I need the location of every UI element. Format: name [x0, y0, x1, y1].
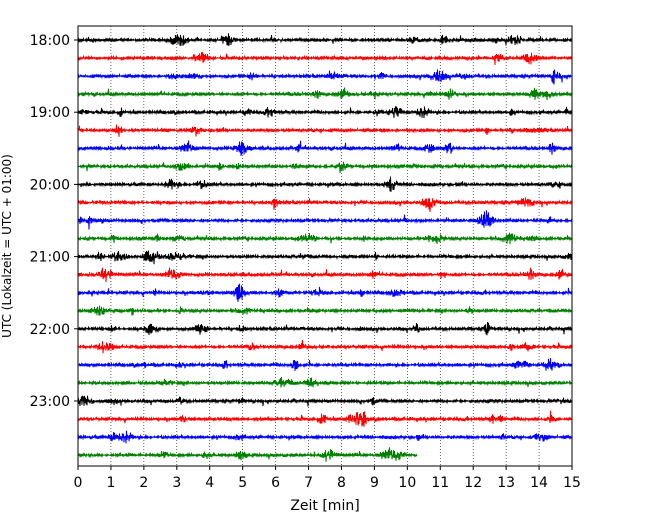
- y-tick-label: 23:00: [30, 394, 70, 410]
- x-tick-label: 2: [139, 475, 148, 491]
- trace-line-2045: [77, 232, 573, 245]
- trace-line-2215: [77, 339, 573, 354]
- x-tick-label: 12: [464, 475, 482, 491]
- trace-line-2015: [77, 197, 573, 213]
- trace-line-1815: [77, 51, 573, 65]
- y-tick-label: 18:00: [30, 33, 70, 49]
- trace-line-2130: [77, 283, 573, 303]
- x-tick-label: 0: [74, 475, 83, 491]
- trace-line-1945: [77, 161, 573, 174]
- y-tick-label: 22:00: [30, 322, 70, 338]
- x-tick-label: 15: [563, 475, 581, 491]
- trace-line-1930: [77, 140, 573, 156]
- x-tick-label: 14: [530, 475, 548, 491]
- x-tick-label: 8: [337, 475, 346, 491]
- x-tick-label: 13: [497, 475, 515, 491]
- trace-line-2245: [77, 377, 573, 388]
- axes-frame: [77, 25, 573, 467]
- y-tick-label: 21:00: [30, 250, 70, 266]
- trace-line-2100: [77, 250, 573, 265]
- x-axis-ticks: 0 1 2 3 4 5 6 7 8 9 10 11 12 13 14 15: [74, 466, 581, 491]
- trace-line-2145: [77, 305, 573, 316]
- x-tick-label: 3: [172, 475, 181, 491]
- trace-line-2200: [77, 322, 573, 336]
- x-tick-label: 11: [431, 475, 449, 491]
- trace-line-2115: [77, 267, 573, 282]
- trace-line-2345: [77, 447, 418, 462]
- trace-line-2000: [77, 176, 573, 192]
- grid-lines: [110, 26, 540, 466]
- x-tick-label: 7: [304, 475, 313, 491]
- x-axis-label: Zeit [min]: [290, 498, 359, 514]
- trace-line-1800: [77, 33, 573, 46]
- trace-line-2330: [77, 430, 573, 444]
- trace-group: [77, 33, 573, 462]
- y-axis-label: UTC (Lokalzeit = UTC + 01:00): [0, 154, 14, 338]
- trace-line-1915: [77, 124, 573, 137]
- x-tick-label: 1: [106, 475, 115, 491]
- y-tick-label: 19:00: [30, 105, 70, 121]
- trace-line-1845: [77, 87, 573, 100]
- y-tick-label: 20:00: [30, 177, 70, 193]
- trace-line-1900: [77, 106, 573, 118]
- trace-line-2300: [77, 395, 573, 407]
- x-tick-label: 10: [398, 475, 416, 491]
- x-tick-label: 9: [370, 475, 379, 491]
- y-axis-ticks: 18:00 19:00 20:00 21:00 22:00 23:00: [30, 33, 78, 410]
- x-tick-label: 5: [238, 475, 247, 491]
- trace-line-2315: [77, 410, 573, 427]
- x-tick-label: 6: [271, 475, 280, 491]
- trace-line-2030: [77, 210, 573, 230]
- trace-line-1830: [77, 69, 573, 85]
- trace-line-2230: [77, 358, 573, 371]
- x-tick-label: 4: [205, 475, 214, 491]
